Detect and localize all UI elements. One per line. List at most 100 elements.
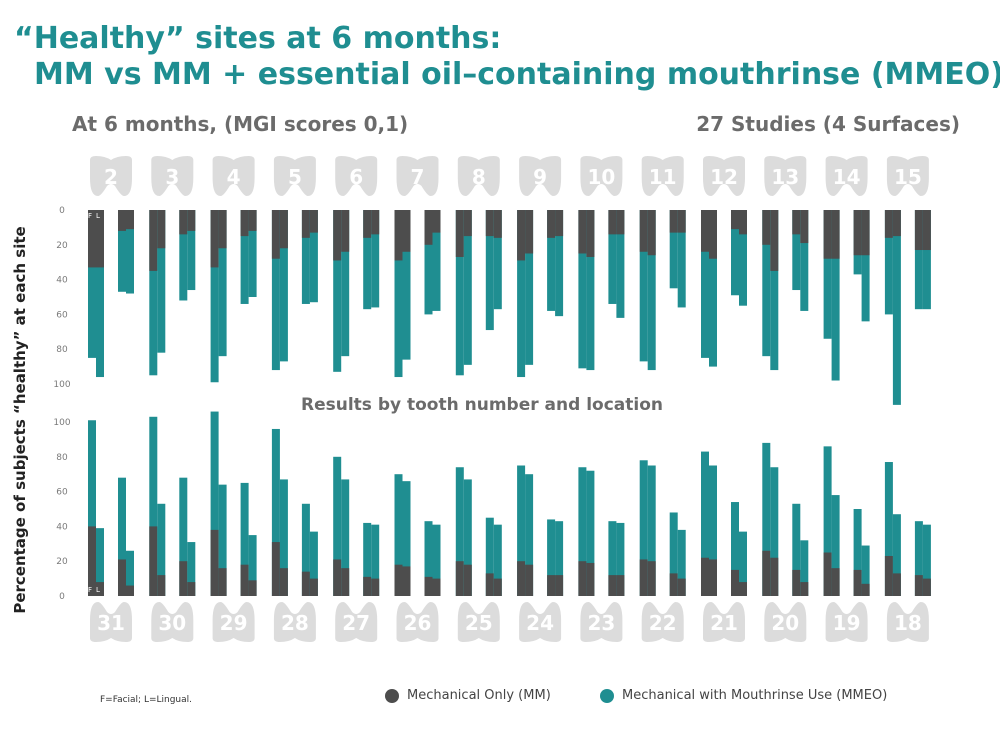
upper-bar-mmeo (677, 210, 686, 308)
lower-bar-mmeo (739, 531, 747, 596)
upper-tooth-label: 11 (649, 165, 677, 189)
upper-bar-mmeo (301, 210, 310, 304)
upper-bar-mm (770, 210, 779, 271)
upper-tooth-14-icon (825, 156, 868, 196)
upper-surface-facial-label: F (88, 212, 92, 220)
upper-bar-mm (709, 210, 717, 259)
lower-bar-mmeo (248, 535, 257, 596)
upper-bar-mm (853, 210, 862, 256)
lower-bar-mm (823, 552, 832, 596)
upper-bar-mm (762, 210, 771, 245)
upper-bar-mmeo (485, 210, 494, 331)
lower-bar-mmeo (333, 456, 342, 596)
upper-bar-mmeo (341, 210, 350, 357)
lower-bar-mm (739, 582, 747, 596)
upper-tooth-label: 8 (472, 165, 486, 189)
upper-bar-mm (394, 210, 403, 261)
upper-bar-mmeo (210, 210, 219, 383)
lower-bar-mm (861, 583, 870, 596)
lower-bar-mm (88, 526, 96, 596)
lower-bar-mmeo (639, 460, 648, 596)
lower-bar-mmeo (669, 512, 678, 596)
upper-tooth-8-icon (457, 156, 500, 196)
upper-bar-mm (739, 210, 747, 235)
lower-tooth-label: 25 (465, 611, 493, 635)
upper-tooth-2-icon (90, 156, 132, 196)
upper-bar-mmeo (493, 210, 502, 310)
lower-bar-mm (647, 561, 656, 596)
lower-tooth-label: 29 (220, 611, 248, 635)
upper-bar-mmeo (88, 210, 96, 358)
upper-bar-mm (586, 210, 595, 257)
upper-bar-mm (892, 210, 901, 237)
lower-bar-mm (424, 576, 433, 596)
lower-bar-mm (578, 561, 587, 596)
upper-bar-mm (210, 210, 219, 268)
upper-bar-mm (608, 210, 617, 235)
upper-bar-mm (701, 210, 709, 252)
lower-bar-mm (126, 585, 134, 596)
lower-bar-mm (616, 575, 625, 596)
upper-bar-mmeo (424, 210, 433, 315)
upper-bar-mmeo (639, 210, 648, 362)
lower-bar-mm (179, 561, 188, 596)
upper-bar-mm (823, 210, 832, 259)
upper-bar-mmeo (279, 210, 288, 362)
lower-bar-mm (701, 557, 709, 596)
lower-tooth-21-icon (703, 602, 745, 642)
upper-bar-mm (187, 210, 196, 231)
upper-bar-mm (677, 210, 686, 233)
upper-ytick: 100 (53, 380, 70, 390)
upper-bar-mm (309, 210, 318, 233)
upper-tooth-label: 13 (771, 165, 799, 189)
upper-bar-mmeo (187, 210, 196, 291)
lower-bar-mmeo (402, 481, 411, 596)
lower-tooth-label: 20 (771, 611, 799, 635)
upper-tooth-label: 15 (894, 165, 922, 189)
upper-bar-mmeo (861, 210, 870, 322)
upper-bar-mm (884, 210, 893, 238)
lower-bar-mmeo (485, 517, 494, 596)
lower-bar-mmeo (823, 446, 832, 596)
upper-bar-mmeo (647, 210, 656, 371)
upper-bar-mm (639, 210, 648, 252)
lower-bar-mm (677, 578, 686, 596)
upper-bar-mmeo (240, 210, 249, 304)
upper-tooth-label: 12 (710, 165, 738, 189)
upper-bar-mm (861, 210, 870, 256)
upper-bar-mm (432, 210, 441, 233)
lower-tooth-30-icon (151, 602, 194, 642)
lower-bar-mmeo (187, 542, 196, 596)
lower-tooth-28-icon (273, 602, 316, 642)
lower-bar-mm (157, 575, 166, 596)
lower-bar-mm (149, 526, 158, 596)
lower-tooth-label: 19 (833, 611, 861, 635)
upper-tooth-label: 10 (587, 165, 615, 189)
lower-bar-mmeo (424, 521, 433, 596)
lower-bar-mm (463, 564, 472, 596)
lower-tooth-24-icon (519, 602, 562, 642)
lower-bar-mm (279, 568, 288, 596)
lower-bar-mm (455, 561, 464, 596)
lower-bar-mm (853, 569, 862, 596)
upper-bar-mmeo (118, 210, 126, 292)
lower-bar-mm (493, 578, 502, 596)
upper-bar-mm (363, 210, 372, 238)
lower-tooth-22-icon (641, 602, 684, 642)
lower-bar-mmeo (892, 514, 901, 596)
lower-tooth-label: 27 (342, 611, 370, 635)
lower-bar-mmeo (762, 442, 771, 596)
lower-bar-mmeo (96, 528, 104, 596)
lower-bar-mm (187, 582, 196, 596)
upper-bar-mmeo (371, 210, 380, 308)
lower-bar-mm (792, 569, 801, 596)
upper-bar-mm (517, 210, 526, 261)
upper-bar-mm (118, 210, 126, 231)
upper-bar-mmeo (608, 210, 617, 304)
upper-bar-mmeo (402, 210, 411, 360)
lower-tooth-label: 31 (97, 611, 125, 635)
lower-tooth-27-icon (335, 602, 378, 642)
lower-bar-mm (762, 550, 771, 596)
lower-bar-mmeo (210, 411, 219, 596)
lower-tooth-18-icon (886, 602, 929, 642)
